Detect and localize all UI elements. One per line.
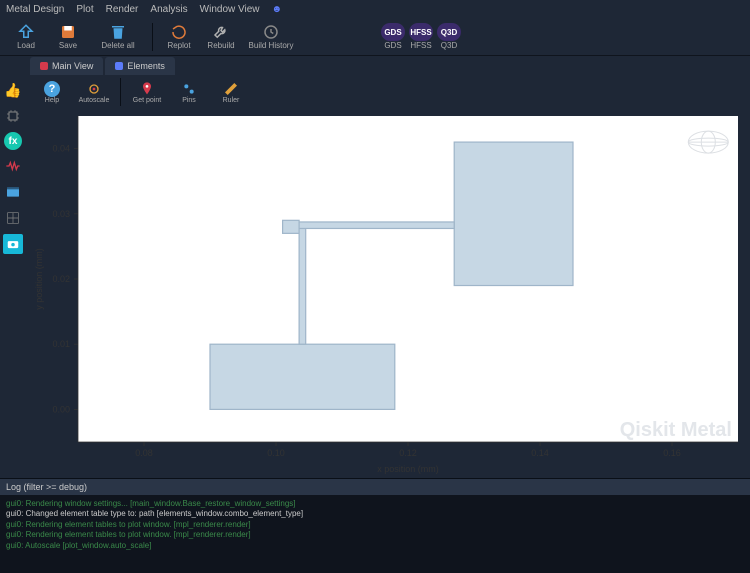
gds-icon: GDS (381, 23, 405, 41)
svg-text:x position (mm): x position (mm) (377, 464, 439, 474)
gds-label: GDS (384, 41, 401, 50)
save-button[interactable]: Save (48, 19, 88, 55)
target-icon (86, 81, 102, 97)
plot-canvas[interactable]: 0.08 0.10 0.12 0.14 0.16 0.00 0.01 0.02 0.03 0.04… (28, 110, 746, 476)
getpoint-label: Get point (133, 97, 161, 104)
renderer-hfss[interactable]: HFSS HFSS (409, 23, 433, 50)
svg-text:0.08: 0.08 (135, 448, 153, 458)
svg-text:0.03: 0.03 (52, 209, 70, 219)
q3d-label: Q3D (441, 41, 457, 50)
log-body[interactable]: gui0: Rendering window settings... [main… (0, 495, 750, 573)
mid-area: 👍 fx ? Help Autoscale (0, 76, 750, 478)
svg-text:Qiskit Metal: Qiskit Metal (620, 419, 732, 441)
svg-text:0.00: 0.00 (52, 404, 70, 414)
svg-text:y position (mm): y position (mm) (34, 248, 44, 310)
dock-camera-icon[interactable] (3, 234, 23, 254)
load-label: Load (17, 41, 35, 50)
log-line: gui0: Rendering element tables to plot w… (6, 520, 744, 530)
user-icon[interactable]: ☻ (272, 4, 283, 15)
dock-chip-icon[interactable] (3, 106, 23, 126)
hfss-icon: HFSS (409, 23, 433, 41)
pins-label: Pins (182, 97, 196, 104)
tab-main-dot-icon (40, 62, 48, 70)
left-dock: 👍 fx (0, 76, 26, 478)
canvas-area[interactable]: 0.08 0.10 0.12 0.14 0.16 0.00 0.01 0.02 0.03 0.04… (26, 108, 750, 478)
pins-button[interactable]: Pins (169, 77, 209, 107)
menu-render[interactable]: Render (106, 4, 139, 15)
tab-elements-label: Elements (127, 61, 165, 71)
renderer-gds[interactable]: GDS GDS (381, 23, 405, 50)
log-line: gui0: Rendering window settings... [main… (6, 499, 744, 509)
build-history-button[interactable]: Build History (243, 19, 299, 55)
app-root: Metal Design Plot Render Analysis Window… (0, 0, 750, 573)
menu-metal-design[interactable]: Metal Design (6, 4, 64, 15)
replot-icon (170, 23, 188, 41)
rebuild-button[interactable]: Rebuild (201, 19, 241, 55)
rebuild-label: Rebuild (207, 41, 234, 50)
log-header[interactable]: Log (filter >= debug) (0, 479, 750, 495)
getpoint-button[interactable]: Get point (127, 77, 167, 107)
pin-icon (139, 81, 155, 97)
ruler-icon (223, 81, 239, 97)
svg-text:0.14: 0.14 (531, 448, 549, 458)
save-label: Save (59, 41, 77, 50)
dock-resistor-icon[interactable] (3, 156, 23, 176)
renderer-q3d[interactable]: Q3D Q3D (437, 23, 461, 50)
replot-button[interactable]: Replot (159, 19, 199, 55)
replot-label: Replot (167, 41, 190, 50)
autoscale-label: Autoscale (79, 97, 110, 104)
tab-main-label: Main View (52, 61, 93, 71)
load-button[interactable]: Load (6, 19, 46, 55)
canvas-panel: ? Help Autoscale Get point Pins (26, 76, 750, 478)
delete-label: Delete all (101, 41, 134, 50)
delete-all-button[interactable]: Delete all (90, 19, 146, 55)
svg-text:0.02: 0.02 (52, 274, 70, 284)
log-panel: Log (filter >= debug) gui0: Rendering wi… (0, 478, 750, 573)
svg-text:0.10: 0.10 (267, 448, 285, 458)
tab-elements-dot-icon (115, 62, 123, 70)
autoscale-button[interactable]: Autoscale (74, 77, 114, 107)
save-icon (59, 23, 77, 41)
log-line: gui0: Autoscale [plot_window.auto_scale] (6, 541, 744, 551)
canvas-toolbar: ? Help Autoscale Get point Pins (26, 76, 750, 108)
renderers-group: GDS GDS HFSS HFSS Q3D Q3D (381, 23, 461, 50)
tab-row: Main View Elements (0, 56, 750, 76)
dock-window-icon[interactable] (3, 182, 23, 202)
dock-fx-icon[interactable]: fx (4, 132, 22, 150)
canvas-sep (120, 78, 121, 106)
help-button[interactable]: ? Help (32, 77, 72, 107)
wrench-icon (212, 23, 230, 41)
menu-analysis[interactable]: Analysis (150, 4, 187, 15)
menubar: Metal Design Plot Render Analysis Window… (0, 0, 750, 18)
main-toolbar: Load Save Delete all Replot Rebuild (0, 18, 750, 56)
help-icon: ? (44, 81, 60, 97)
menu-window-view[interactable]: Window View (200, 4, 260, 15)
log-line: gui0: Changed element table type to: pat… (6, 509, 744, 519)
tab-elements[interactable]: Elements (105, 57, 175, 75)
hfss-label: HFSS (410, 41, 431, 50)
svg-text:0.12: 0.12 (399, 448, 417, 458)
pins-icon (181, 81, 197, 97)
trash-icon (109, 23, 127, 41)
dock-grid-icon[interactable] (3, 208, 23, 228)
ruler-label: Ruler (223, 97, 240, 104)
help-label: Help (45, 97, 59, 104)
svg-text:0.01: 0.01 (52, 339, 70, 349)
svg-text:0.16: 0.16 (663, 448, 681, 458)
menu-plot[interactable]: Plot (76, 4, 93, 15)
toolbar-separator (152, 23, 153, 51)
dock-thumbs-up-icon[interactable]: 👍 (3, 80, 23, 100)
history-label: Build History (249, 41, 294, 50)
upload-icon (17, 23, 35, 41)
svg-text:0.04: 0.04 (52, 144, 70, 154)
q3d-icon: Q3D (437, 23, 461, 41)
history-icon (262, 23, 280, 41)
tab-main-view[interactable]: Main View (30, 57, 103, 75)
log-line: gui0: Rendering element tables to plot w… (6, 530, 744, 540)
ruler-button[interactable]: Ruler (211, 77, 251, 107)
